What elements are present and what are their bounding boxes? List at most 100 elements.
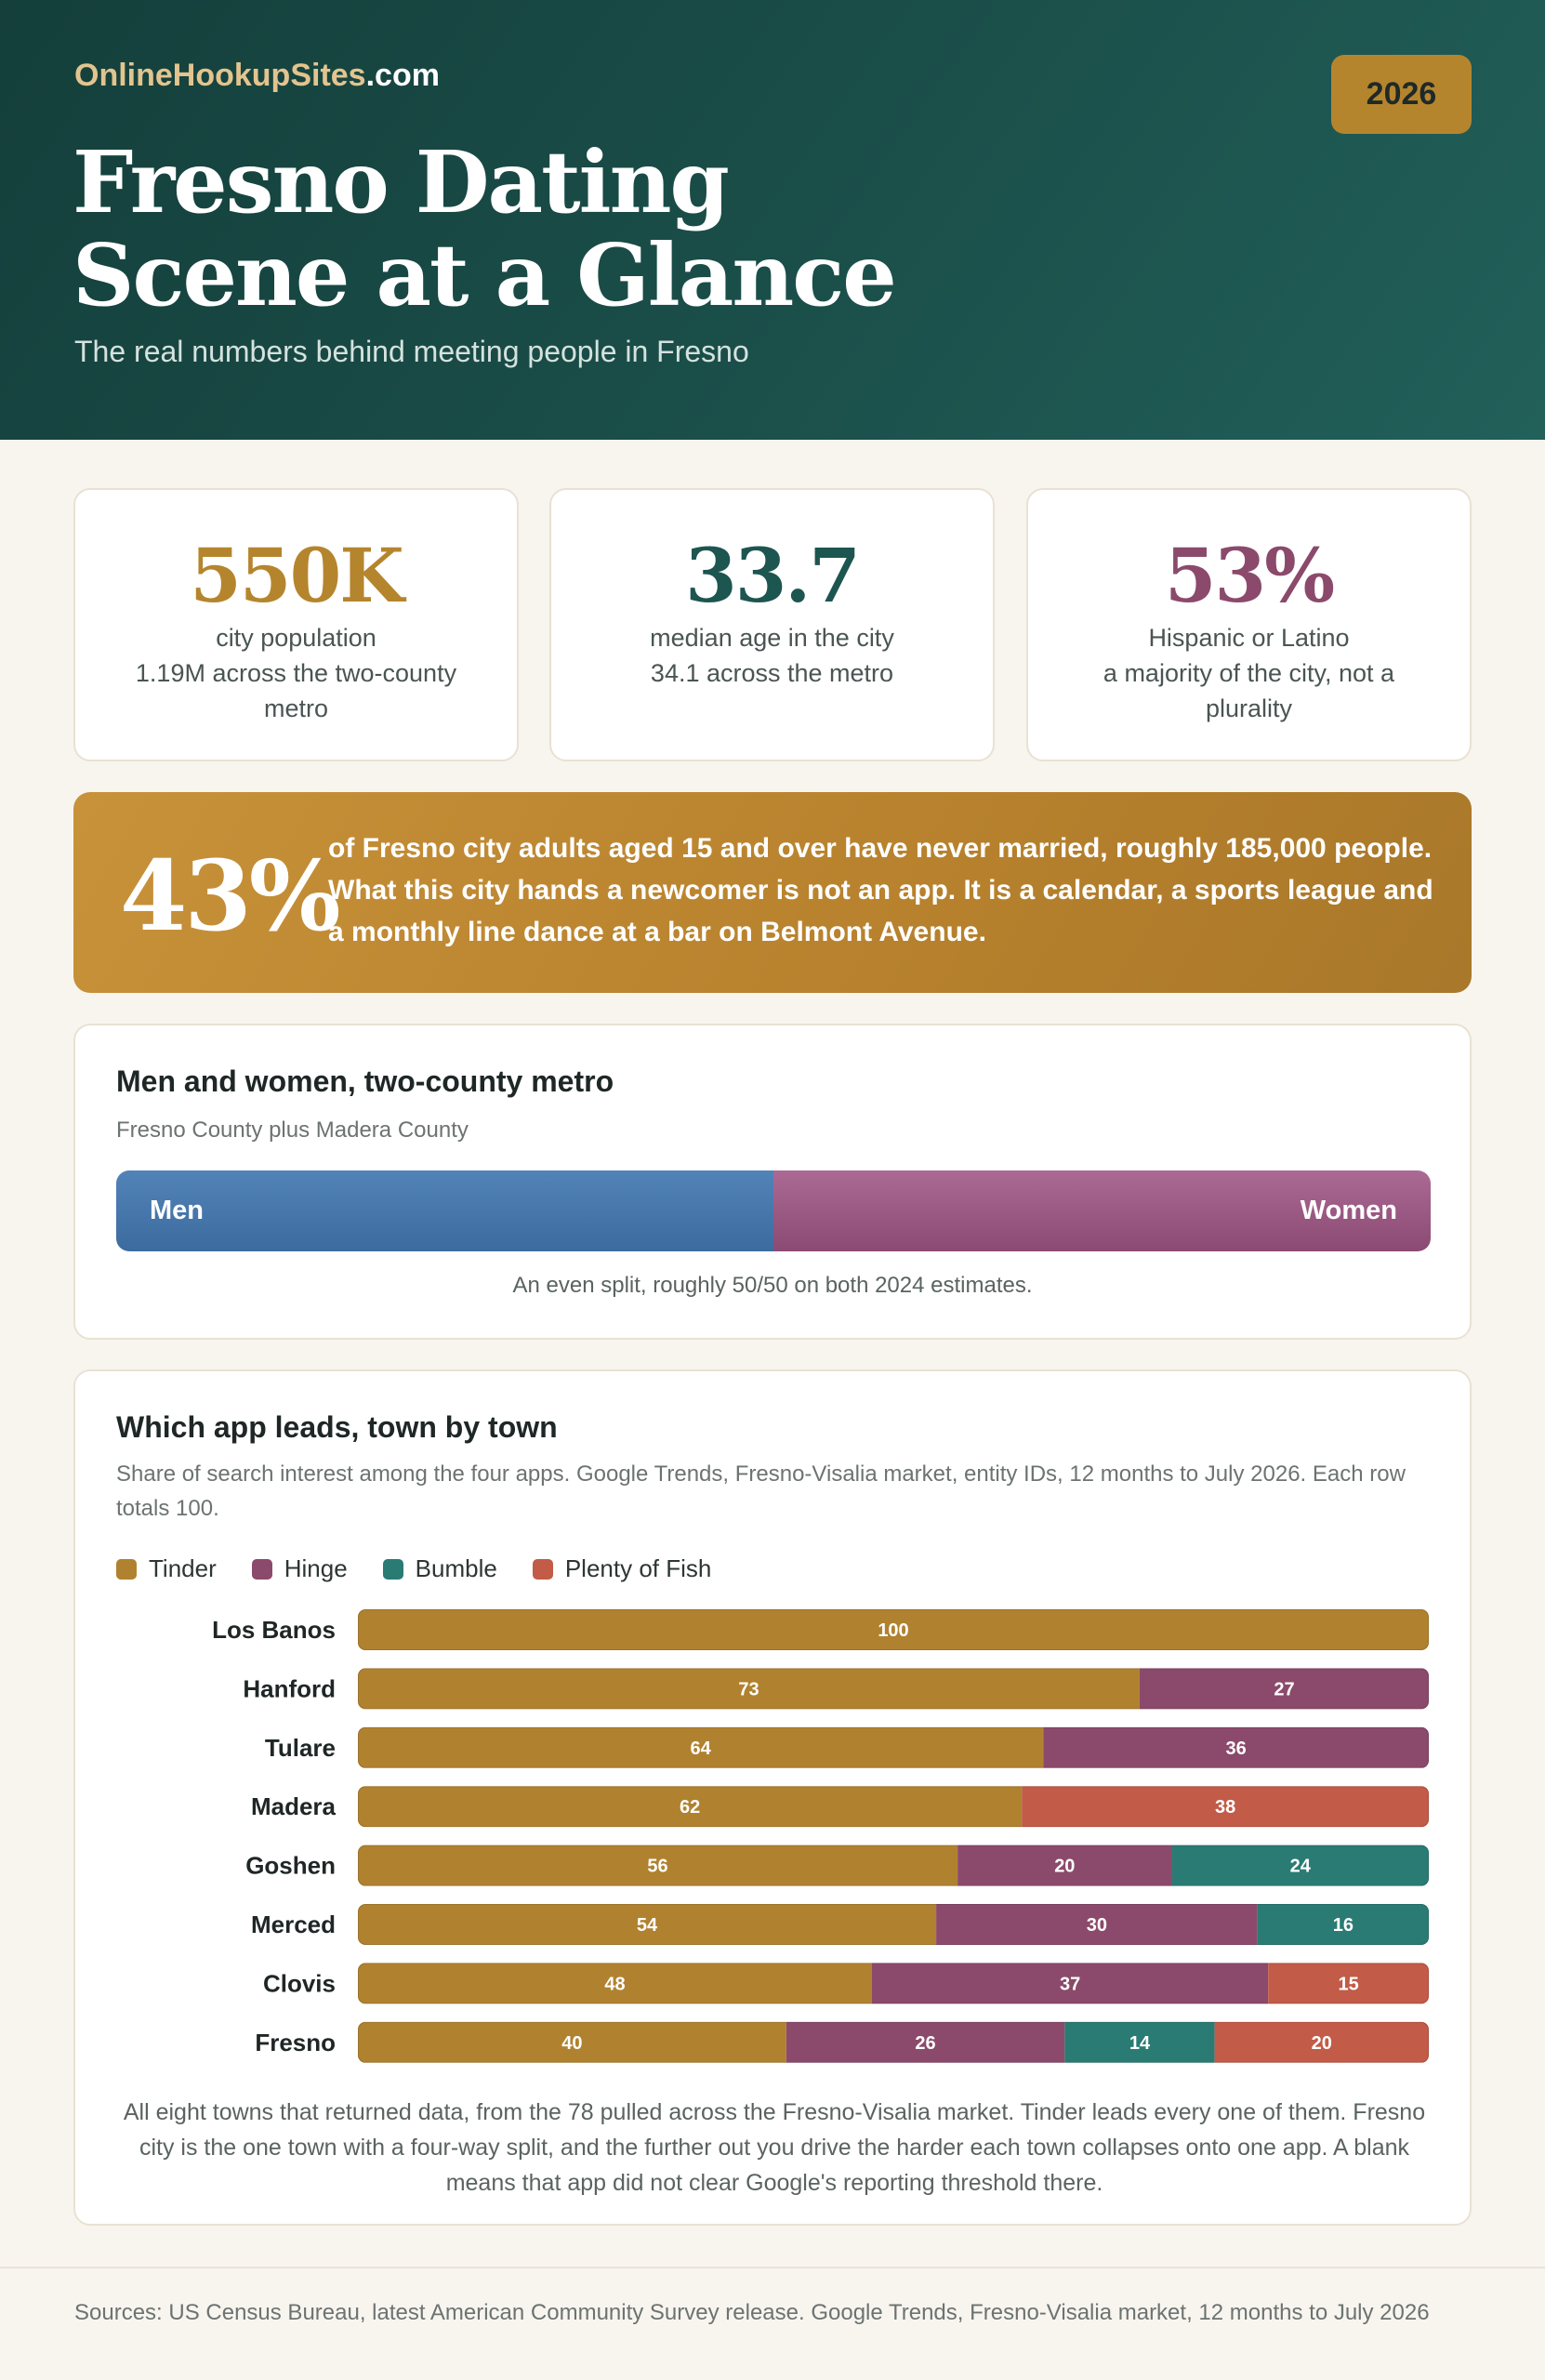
bar-outline [358, 1726, 1429, 1768]
brand-logo[interactable]: OnlineHookupSites.com [74, 58, 440, 94]
bar-segment-hinge [871, 1963, 1269, 2004]
bar-value-label: 54 [637, 1915, 658, 1936]
bar-row [358, 2021, 1429, 2063]
bar-value-label: 36 [1226, 1739, 1247, 1759]
legend-swatch [116, 1558, 137, 1580]
bar-segment-bumble [1064, 2021, 1215, 2063]
bar-value-label: 27 [1274, 1679, 1294, 1699]
bar-value-label: 15 [1338, 1974, 1358, 1994]
legend-item: Hinge [251, 1554, 348, 1583]
town-label: Hanford [243, 1674, 336, 1702]
chart-legend: Tinder Hinge Bumble Plenty of Fish [116, 1554, 746, 1583]
bar-segment-tinder [358, 1668, 1140, 1710]
app-panel-subtitle: Share of search interest among the four … [116, 1461, 1406, 1521]
stat-label-population: city population [216, 624, 376, 652]
bar-value-label: 40 [561, 2033, 582, 2054]
bar-row [358, 1963, 1429, 2004]
bar-row [358, 1726, 1429, 1768]
gender-panel: Men and women, two-county metro Fresno C… [73, 1024, 1472, 1340]
brand-name: OnlineHookupSites [74, 58, 366, 93]
bar-row [358, 1786, 1429, 1828]
bar-segment-plenty-of-fish [1214, 2021, 1429, 2063]
bar-outline [358, 1963, 1429, 2004]
gender-note: An even split, roughly 50/50 on both 202… [512, 1273, 1033, 1298]
town-label: Madera [251, 1792, 337, 1820]
town-label: Goshen [245, 1852, 336, 1880]
stat-label-median-age: median age in the city [650, 624, 894, 652]
title-line-1: Fresno Dating [73, 132, 730, 232]
callout-text: of Fresno city adults aged 15 and over h… [328, 833, 1433, 947]
town-label: Clovis [263, 1969, 336, 1997]
bar-segment-tinder [358, 1786, 1023, 1828]
bar-segment-bumble [1171, 1844, 1429, 1886]
legend-label: Hinge [284, 1554, 348, 1582]
bar-segment-hinge [786, 2021, 1065, 2063]
legend-swatch [382, 1558, 403, 1580]
bar-segment-tinder [358, 1726, 1044, 1768]
bar-row [358, 1668, 1429, 1710]
page-subtitle: The real numbers behind meeting people i… [74, 335, 749, 368]
app-panel-title: Which app leads, town by town [116, 1410, 558, 1444]
bar-segment-tinder [358, 2021, 786, 2063]
app-share-chart: Los Banos 100 Hanford 73 27 Tulare 64 36 Madera 6… [212, 1609, 1429, 2063]
gender-panel-title: Men and women, two-county metro [116, 1064, 614, 1098]
bar-value-label: 62 [680, 1797, 700, 1818]
gender-panel-subtitle: Fresno County plus Madera County [116, 1117, 469, 1143]
bar-row [358, 1844, 1429, 1886]
gender-bar-men: Men [116, 1170, 773, 1251]
bar-value-label: 20 [1312, 2033, 1332, 2054]
callout-number: 43% [120, 839, 341, 953]
legend-swatch [532, 1558, 553, 1580]
bar-segment-hinge [936, 1904, 1258, 1945]
bar-row [358, 1904, 1429, 1945]
brand-tld: .com [365, 58, 440, 93]
bar-segment-plenty-of-fish [1022, 1786, 1429, 1828]
stat-sub-population: 1.19M across the two-county metro [135, 659, 457, 722]
chart-footnote: All eight towns that returned data, from… [123, 2099, 1426, 2196]
legend-item: Plenty of Fish [532, 1554, 711, 1583]
bar-outline [358, 1786, 1429, 1828]
bar-outline [358, 2021, 1429, 2063]
bar-value-label: 24 [1290, 1857, 1312, 1877]
bar-value-label: 26 [915, 2033, 935, 2054]
stat-value-median-age: 33.7 [685, 532, 861, 619]
legend-label: Tinder [149, 1554, 217, 1582]
stat-value-hispanic: 53% [1164, 532, 1335, 619]
bar-value-label: 73 [738, 1679, 759, 1699]
bar-value-label: 38 [1215, 1797, 1235, 1818]
bar-segment-bumble [1257, 1904, 1429, 1945]
bar-segment-tinder [358, 1963, 872, 2004]
bar-segment-hinge [957, 1844, 1172, 1886]
bar-segment-plenty-of-fish [1268, 1963, 1429, 2004]
stat-label-hispanic: Hispanic or Latino [1148, 624, 1350, 652]
bar-segment-hinge [1043, 1726, 1429, 1768]
bar-value-label: 16 [1333, 1915, 1354, 1936]
title-line-2: Scene at a Glance [73, 225, 897, 325]
bar-value-label: 100 [878, 1620, 908, 1641]
bar-value-label: 20 [1054, 1857, 1075, 1877]
legend-item: Tinder [116, 1554, 217, 1583]
bar-value-label: 64 [691, 1739, 712, 1759]
never-married-callout: 43% of Fresno city adults aged 15 and ov… [73, 792, 1472, 993]
bar-outline [358, 1844, 1429, 1886]
bar-segment-tinder [358, 1904, 937, 1945]
town-label: Fresno [255, 2029, 336, 2056]
bar-outline [358, 1668, 1429, 1710]
gender-split-bar: Men Women [116, 1170, 1431, 1251]
legend-item: Bumble [382, 1554, 497, 1583]
bar-value-label: 56 [647, 1857, 667, 1877]
stat-sub-median-age: 34.1 across the metro [650, 659, 894, 687]
town-label: Los Banos [212, 1616, 336, 1644]
year-badge: 2026 [1331, 55, 1472, 134]
footer-divider [0, 2267, 1545, 2268]
sources-footer: Sources: US Census Bureau, latest Americ… [74, 2300, 1430, 2325]
header-banner: OnlineHookupSites.com 2026 Fresno Dating… [0, 0, 1545, 440]
page-title: Fresno Dating Scene at a Glance [73, 136, 909, 322]
bar-segment-tinder [358, 1844, 958, 1886]
gender-bar-women: Women [773, 1170, 1431, 1251]
bar-segment-tinder [358, 1609, 1429, 1650]
stat-sub-hispanic: a majority of the city, not a plurality [1103, 659, 1395, 722]
legend-label: Bumble [415, 1554, 497, 1582]
stat-card-hispanic: 53% Hispanic or Latino a majority of the… [1026, 488, 1472, 761]
town-label: Merced [251, 1911, 336, 1938]
